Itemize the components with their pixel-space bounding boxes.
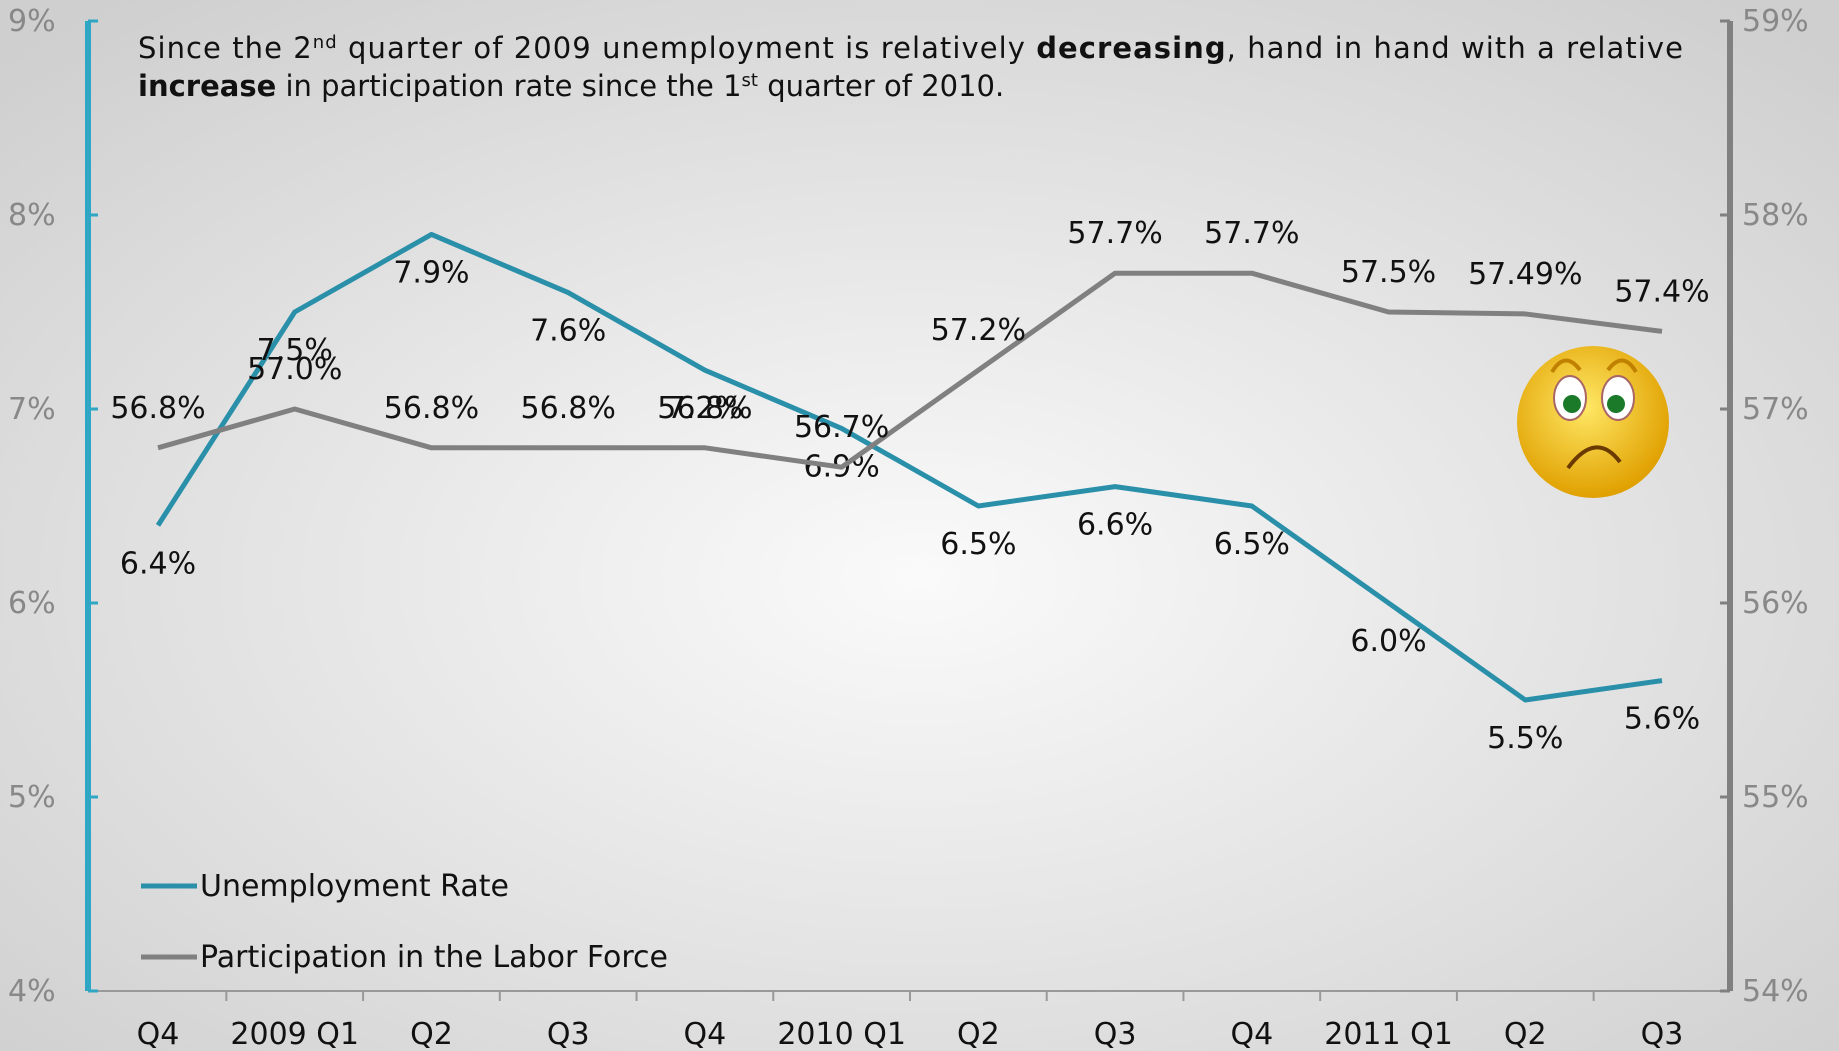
y-tick-label: 8% <box>8 198 56 233</box>
annotation-text: quarter of 2009 unemployment is relative… <box>338 31 1035 65</box>
chart: Since the 2nd quarter of 2009 unemployme… <box>0 0 1839 1051</box>
y2-tick-label: 59% <box>1742 4 1809 39</box>
y-tick-label: 7% <box>8 392 56 427</box>
x-tick-label: Q2 <box>957 1017 1000 1051</box>
data-label: 5.5% <box>1487 721 1563 756</box>
data-label: 57.4% <box>1614 274 1709 309</box>
x-tick-label: Q3 <box>1641 1017 1684 1051</box>
y2-tick-label: 56% <box>1742 586 1809 621</box>
data-label: 57.49% <box>1468 257 1582 292</box>
x-tick-label: 2010 Q1 <box>777 1017 906 1051</box>
data-label: 6.5% <box>1214 527 1290 562</box>
data-label: 56.8% <box>110 391 205 426</box>
annotation-text: st <box>742 70 758 91</box>
legend-label: Participation in the Labor Force <box>200 940 668 975</box>
annotation-text: quarter of 2010. <box>758 69 1004 103</box>
y-tick-label: 9% <box>8 4 56 39</box>
annotation-text: nd <box>313 32 337 53</box>
data-label: 57.2% <box>931 313 1026 348</box>
x-tick-label: Q4 <box>684 1017 727 1051</box>
data-label: 57.0% <box>247 352 342 387</box>
data-label: 56.7% <box>794 410 889 445</box>
x-tick-label: Q2 <box>410 1017 453 1051</box>
annotation-text: in participation rate since the 1 <box>276 69 741 103</box>
data-label: 6.6% <box>1077 508 1153 543</box>
data-label: 6.5% <box>940 527 1016 562</box>
annotation-text: Since the 2 <box>138 31 312 65</box>
data-label: 56.8% <box>384 391 479 426</box>
sad-face <box>1517 346 1669 498</box>
x-tick-label: Q4 <box>1230 1017 1273 1051</box>
y2-tick-label: 58% <box>1742 198 1809 233</box>
annotation: increase in participation rate since the… <box>138 69 1004 103</box>
data-label: 57.5% <box>1341 255 1436 290</box>
data-label: 6.4% <box>120 546 196 581</box>
x-tick-label: 2011 Q1 <box>1324 1017 1453 1051</box>
data-label: 7.6% <box>530 314 606 349</box>
y-tick-label: 4% <box>8 974 56 1009</box>
y2-tick-label: 57% <box>1742 392 1809 427</box>
y2-tick-label: 54% <box>1742 974 1809 1009</box>
data-label: 56.8% <box>657 391 752 426</box>
x-tick-label: 2009 Q1 <box>230 1017 359 1051</box>
y-tick-label: 5% <box>8 780 56 815</box>
y2-tick-label: 55% <box>1742 780 1809 815</box>
data-label: 7.9% <box>393 255 469 290</box>
data-label: 5.6% <box>1624 702 1700 737</box>
x-tick-label: Q4 <box>137 1017 180 1051</box>
x-tick-label: Q3 <box>1094 1017 1137 1051</box>
page: Since the 2nd quarter of 2009 unemployme… <box>0 0 1839 1051</box>
annotation-text: decreasing <box>1036 31 1225 65</box>
annotation-text: increase <box>138 69 276 103</box>
annotation-text: , hand in hand with a relative <box>1227 31 1683 65</box>
data-label: 57.7% <box>1204 216 1299 251</box>
legend-label: Unemployment Rate <box>200 869 509 904</box>
y-tick-label: 6% <box>8 586 56 621</box>
data-label: 56.8% <box>521 391 616 426</box>
x-tick-label: Q3 <box>547 1017 590 1051</box>
x-tick-label: Q2 <box>1504 1017 1547 1051</box>
data-label: 57.7% <box>1067 216 1162 251</box>
annotation: Since the 2nd quarter of 2009 unemployme… <box>138 31 1683 65</box>
data-label: 6.0% <box>1350 624 1426 659</box>
